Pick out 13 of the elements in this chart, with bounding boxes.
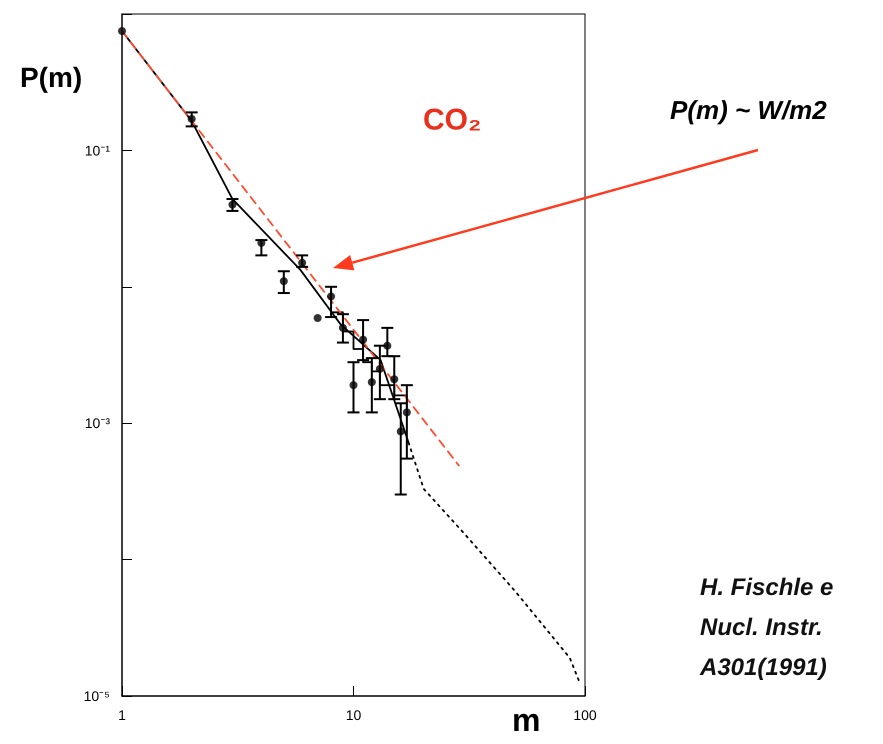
text: P(m) ~ W/m2: [670, 95, 827, 126]
text: H. Fischle e: [700, 574, 834, 602]
y-axis-title: P(m): [20, 62, 82, 94]
x-axis-title: m: [512, 702, 540, 739]
text: A301(1991): [700, 654, 827, 682]
y-tick-label: 10⁻⁵: [84, 688, 110, 704]
y-tick-label: 10⁻¹: [84, 142, 110, 158]
text: CO₂: [423, 104, 482, 136]
x-tick-label: 1: [118, 707, 126, 723]
x-tick-label: 10: [346, 707, 362, 723]
x-tick-label: 100: [573, 707, 597, 723]
y-tick-label: 10⁻³: [84, 415, 110, 432]
text: Nucl. Instr.: [700, 614, 823, 642]
